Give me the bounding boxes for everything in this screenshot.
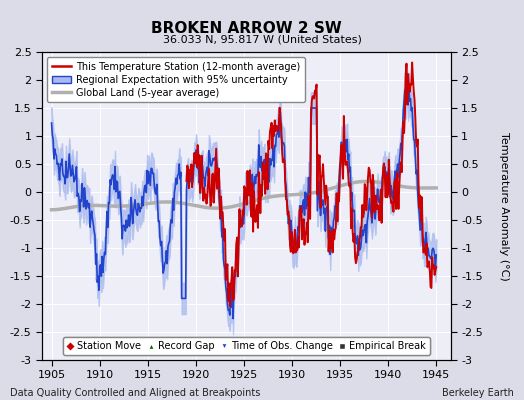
Title: BROKEN ARROW 2 SW: BROKEN ARROW 2 SW (151, 20, 342, 36)
Text: Berkeley Earth: Berkeley Earth (442, 388, 514, 398)
Legend: Station Move, Record Gap, Time of Obs. Change, Empirical Break: Station Move, Record Gap, Time of Obs. C… (63, 337, 430, 355)
Text: Data Quality Controlled and Aligned at Breakpoints: Data Quality Controlled and Aligned at B… (10, 388, 261, 398)
Y-axis label: Temperature Anomaly (°C): Temperature Anomaly (°C) (499, 132, 509, 280)
Text: 36.033 N, 95.817 W (United States): 36.033 N, 95.817 W (United States) (162, 34, 362, 44)
